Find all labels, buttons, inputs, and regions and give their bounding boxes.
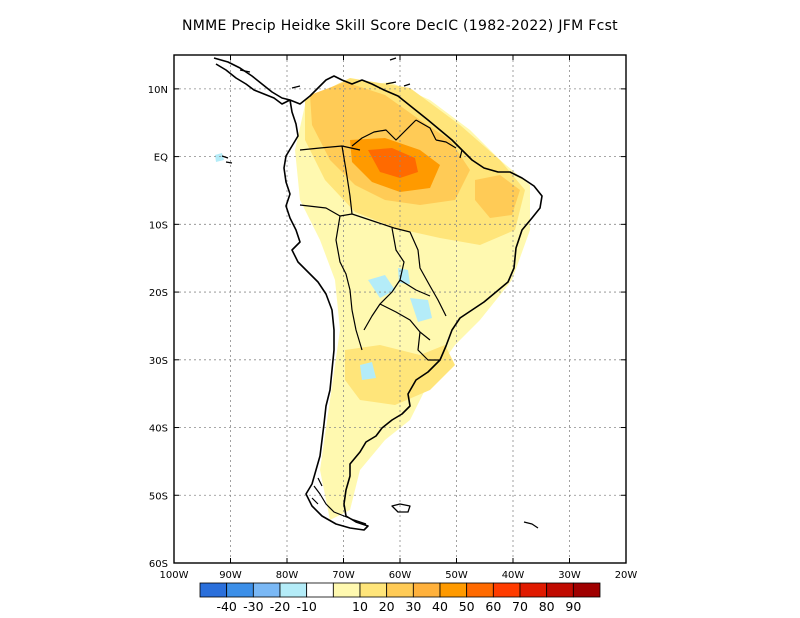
skill-region-lightblue-2 — [410, 298, 432, 322]
colorbar-label: 90 — [565, 599, 581, 614]
skill-region-lightblue-3 — [360, 362, 376, 380]
lat-label: 40S — [149, 424, 168, 435]
lat-label: 10N — [148, 85, 168, 96]
skill-shading — [215, 78, 530, 520]
colorbar-label: 50 — [459, 599, 475, 614]
south-georgia — [523, 521, 539, 529]
colorbar-swatch — [199, 582, 228, 598]
colorbar-swatch — [572, 582, 601, 598]
falkland-islands — [391, 503, 411, 513]
grid-lines — [174, 55, 626, 563]
lon-label: 60W — [389, 570, 412, 581]
tierra-del-fuego — [311, 477, 367, 525]
lat-label: 20S — [149, 288, 168, 299]
lat-label: 50S — [149, 491, 168, 502]
colorbar-swatch — [492, 582, 521, 598]
colorbar-label: 40 — [432, 599, 448, 614]
colorbar-swatch — [359, 582, 388, 598]
skill-region-red — [368, 148, 418, 178]
lat-label: 30S — [149, 356, 168, 367]
country-borders — [299, 119, 463, 361]
colorbar-swatch — [439, 582, 468, 598]
colorbar-swatch — [306, 582, 334, 598]
colorbar-label: 70 — [512, 599, 528, 614]
lon-label: 70W — [332, 570, 355, 581]
lat-label: 60S — [149, 559, 168, 570]
colorbar-swatch — [412, 582, 441, 598]
lon-label: 50W — [445, 570, 468, 581]
galapagos — [221, 155, 233, 164]
lat-label: EQ — [154, 153, 168, 164]
colorbar-label: 10 — [352, 599, 368, 614]
colorbar-label: 20 — [379, 599, 395, 614]
lon-label: 40W — [502, 570, 525, 581]
colorbar-label: -20 — [270, 599, 290, 614]
colorbar-swatch — [386, 582, 414, 598]
colorbar-label: -40 — [216, 599, 236, 614]
colorbar-swatch — [466, 582, 494, 598]
colorbar-label: -10 — [296, 599, 316, 614]
colorbar-label: 30 — [405, 599, 421, 614]
caribbean-islands — [239, 57, 411, 89]
central-america-coastline — [213, 57, 291, 105]
lon-label: 100W — [160, 570, 189, 581]
longitude-axis: 100W 90W 80W 70W 60W 50W 40W 30W 20W — [160, 55, 638, 581]
colorbar-swatch — [519, 582, 548, 598]
skill-region-orange-ne — [475, 175, 520, 218]
colorbar-swatch — [226, 582, 254, 598]
skill-region-lightblue-5 — [215, 153, 224, 162]
colorbar-swatch — [252, 582, 281, 598]
colorbar-swatch — [332, 582, 361, 598]
south-america-coastline — [283, 75, 543, 531]
lon-label: 20W — [615, 570, 638, 581]
skill-region-lightblue-1 — [368, 275, 395, 298]
colorbar: -40 -30 -20 -10 10 20 30 40 50 60 70 80 90 — [199, 582, 601, 614]
latitude-axis: 10N EQ 10S 20S 30S 40S 50S 60S — [148, 85, 626, 570]
lon-label: 80W — [276, 570, 299, 581]
colorbar-label: -30 — [243, 599, 263, 614]
coastlines — [213, 57, 543, 531]
map-title: NMME Precip Heidke Skill Score DecIC (19… — [182, 18, 618, 34]
lat-label: 10S — [149, 220, 168, 231]
lon-label: 90W — [219, 570, 242, 581]
lon-label: 30W — [558, 570, 581, 581]
colorbar-swatch — [279, 582, 308, 598]
colorbar-label: 80 — [539, 599, 555, 614]
colorbar-label: 60 — [485, 599, 501, 614]
colorbar-swatch — [546, 582, 574, 598]
